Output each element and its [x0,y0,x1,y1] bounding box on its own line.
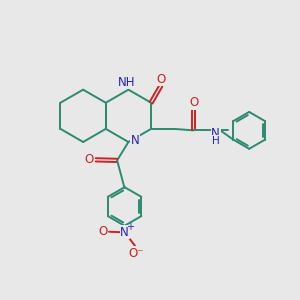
Text: NH: NH [118,76,136,89]
Text: H: H [212,136,220,146]
Text: N: N [130,134,139,147]
Text: O: O [85,153,94,166]
Text: +: + [126,222,134,232]
Text: N: N [120,226,129,239]
Text: O: O [98,225,107,238]
Text: O: O [156,73,166,86]
Text: O: O [189,96,198,109]
Text: N: N [211,127,220,140]
Text: O⁻: O⁻ [129,247,144,260]
